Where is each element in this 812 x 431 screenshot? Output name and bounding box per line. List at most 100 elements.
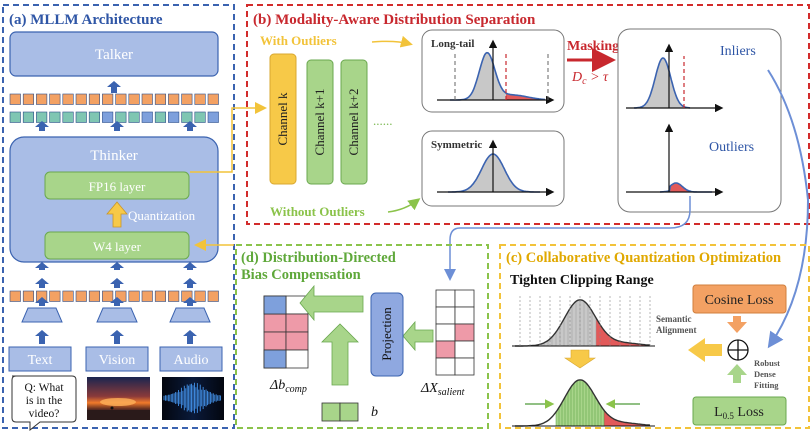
panel-a-title: (a) MLLM Architecture bbox=[9, 12, 163, 28]
curve bbox=[515, 379, 651, 427]
delta-x-sub: salient bbox=[438, 387, 465, 398]
quantization-label: Quantization bbox=[128, 208, 196, 223]
token-block bbox=[9, 93, 21, 105]
token-block bbox=[36, 111, 48, 123]
salient-cell bbox=[454, 340, 475, 359]
bias-cell bbox=[285, 349, 309, 369]
bias-cell bbox=[263, 295, 287, 315]
tail-area bbox=[506, 93, 545, 100]
up-arrow-icon bbox=[107, 81, 121, 93]
token-block bbox=[141, 111, 153, 123]
condition-d: D bbox=[571, 70, 582, 85]
outliers-label: Outliers bbox=[709, 140, 754, 155]
clipping-distribution-after bbox=[512, 379, 655, 427]
up-arrow-icon bbox=[110, 121, 124, 131]
token-block bbox=[9, 111, 21, 123]
panel-b-border bbox=[246, 4, 810, 225]
question-line-1: Q: What bbox=[24, 382, 64, 394]
long-tail-label: Long-tail bbox=[431, 38, 474, 50]
token-block bbox=[207, 290, 219, 302]
talker-label: Talker bbox=[95, 47, 133, 63]
projection-label: Projection bbox=[379, 307, 394, 361]
token-block bbox=[49, 290, 61, 302]
token-row-upper bbox=[9, 93, 219, 105]
panel-d-title-line-1: (d) Distribution-Directed bbox=[241, 250, 396, 266]
vision-input-label: Vision bbox=[99, 353, 136, 368]
token-row-middle bbox=[9, 111, 219, 123]
token-block bbox=[194, 290, 206, 302]
up-arrow-icon bbox=[35, 297, 49, 306]
body-area bbox=[638, 58, 683, 108]
token-block bbox=[102, 290, 114, 302]
l-letter: L bbox=[714, 405, 723, 420]
token-block bbox=[128, 111, 140, 123]
channel-k1-label: Channel k+1 bbox=[312, 89, 327, 156]
b-to-bias-arrow bbox=[321, 323, 359, 386]
audio-encoder-icon bbox=[169, 307, 211, 323]
curve bbox=[515, 299, 651, 347]
l05-loss-label: L0.5 Loss bbox=[714, 405, 764, 421]
vision-input-box bbox=[85, 346, 149, 372]
l-sub: 0.5 bbox=[723, 411, 735, 421]
token-block bbox=[141, 93, 153, 105]
token-block bbox=[154, 290, 166, 302]
token-block bbox=[128, 93, 140, 105]
token-row-input bbox=[9, 290, 219, 302]
panel-mllm-architecture: (a) MLLM Architecture Talker Thinker FP1… bbox=[2, 4, 235, 431]
inliers-to-loss-arrow bbox=[767, 69, 810, 349]
token-block bbox=[168, 111, 180, 123]
panel-c-border bbox=[499, 244, 810, 429]
with-outliers-arrow bbox=[371, 35, 413, 48]
salient-matrix bbox=[435, 289, 475, 376]
curve bbox=[450, 51, 546, 101]
b-label: b bbox=[371, 405, 378, 420]
cosine-loss-label: Cosine Loss bbox=[705, 293, 774, 308]
bias-cell bbox=[263, 331, 287, 351]
salient-cell bbox=[454, 323, 475, 342]
projection-box bbox=[370, 292, 404, 377]
token-block bbox=[22, 111, 35, 123]
b-cell bbox=[321, 402, 341, 422]
channel-k1-box bbox=[306, 59, 334, 185]
panel-d-border bbox=[235, 244, 489, 429]
b-vector bbox=[321, 402, 359, 422]
vision-encoder-icon bbox=[96, 307, 138, 323]
channel-k2-box bbox=[340, 59, 368, 185]
question-bubble bbox=[11, 375, 77, 431]
up-arrow-icon bbox=[110, 278, 124, 288]
up-arrow-icon bbox=[110, 262, 124, 270]
up-arrow-icon bbox=[183, 330, 197, 344]
loss-to-clipping-arrow bbox=[688, 338, 722, 362]
fp16-layer-label: FP16 layer bbox=[89, 179, 146, 194]
salient-cell bbox=[454, 357, 475, 376]
salient-cell bbox=[435, 289, 456, 308]
token-block bbox=[141, 290, 153, 302]
salient-cell bbox=[435, 323, 456, 342]
delta-x-salient-label: ΔXsalient bbox=[420, 381, 465, 398]
token-block bbox=[154, 111, 166, 123]
l05-up-arrow bbox=[727, 364, 747, 383]
with-outliers-label: With Outliers bbox=[260, 33, 337, 48]
robust-line-2: Dense bbox=[754, 369, 776, 379]
channel-k2-label: Channel k+2 bbox=[346, 89, 361, 156]
text-input-label: Text bbox=[28, 353, 53, 368]
question-line-3: video? bbox=[29, 408, 60, 420]
token-block bbox=[207, 111, 219, 123]
vision-image bbox=[87, 377, 150, 420]
delta-b-comp-label: Δbcomp bbox=[269, 378, 307, 395]
token-block bbox=[88, 290, 100, 302]
robust-line-3: Fitting bbox=[754, 380, 779, 390]
up-arrow-icon bbox=[183, 278, 197, 288]
token-block bbox=[49, 93, 61, 105]
channel-k-box bbox=[269, 53, 297, 185]
token-block bbox=[9, 290, 21, 302]
token-block bbox=[194, 111, 206, 123]
up-arrow-icon bbox=[35, 121, 49, 131]
tail-area bbox=[670, 183, 708, 192]
token-block bbox=[168, 93, 180, 105]
curve bbox=[448, 153, 540, 193]
bias-cell bbox=[285, 331, 309, 351]
up-arrow-icon bbox=[183, 121, 197, 131]
w4-layer-box bbox=[44, 231, 190, 260]
